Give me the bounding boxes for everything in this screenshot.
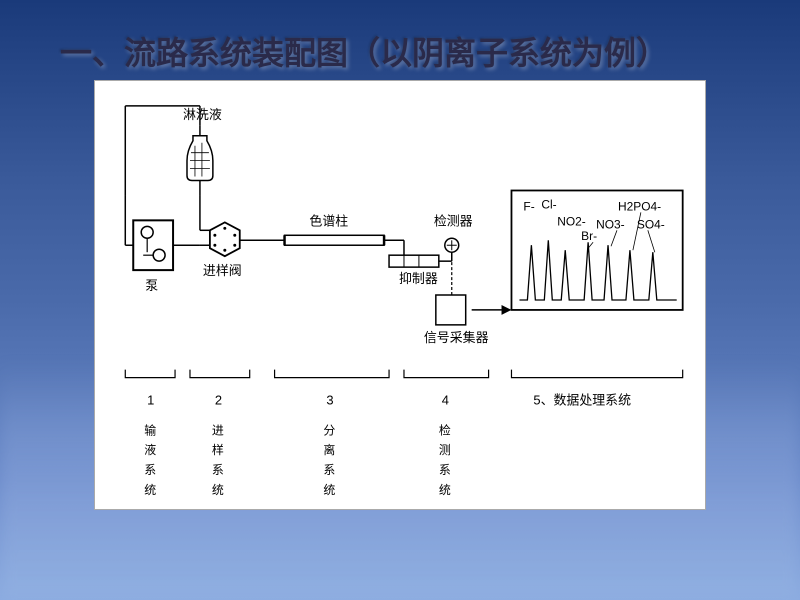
peak-F: F- xyxy=(523,199,534,213)
sec2-num: 2 xyxy=(215,392,222,407)
injector-label: 进样阀 xyxy=(203,263,242,278)
diagram-svg: 淋洗液 泵 进样阀 xyxy=(95,81,705,509)
pump-label: 泵 xyxy=(145,278,158,293)
sec2-l3: 系 xyxy=(212,463,224,477)
sec1-l3: 系 xyxy=(144,463,156,477)
peak-NO2: NO2- xyxy=(557,214,586,228)
column: 色谱柱 xyxy=(285,213,385,245)
signal-box: 信号采集器 xyxy=(424,295,489,345)
signal-label: 信号采集器 xyxy=(424,330,489,345)
suppressor: 抑制器 xyxy=(389,255,439,286)
sec1-l4: 统 xyxy=(144,483,156,497)
detector-label: 检测器 xyxy=(434,213,473,228)
detector: 检测器 xyxy=(434,213,473,261)
peak-NO3: NO3- xyxy=(596,217,625,231)
sec2-l1: 进 xyxy=(212,423,224,437)
peak-Br: Br- xyxy=(581,229,597,243)
sec4-num: 4 xyxy=(442,392,449,407)
eluent-label: 淋洗液 xyxy=(183,107,222,122)
sec2-l2: 样 xyxy=(212,442,224,457)
sec4-l2: 测 xyxy=(439,443,451,457)
peak-H2PO4: H2PO4- xyxy=(618,199,661,213)
injector-valve: 进样阀 xyxy=(200,222,242,278)
section-brackets xyxy=(125,370,682,378)
arrow-to-chrom xyxy=(472,305,512,315)
eluent-bottle: 淋洗液 xyxy=(183,107,222,181)
vertical-labels: 输 液 系 统 进 样 系 统 分 离 系 统 检 测 系 统 xyxy=(144,422,451,497)
chromatogram: F- Cl- NO2- Br- NO3- H2PO4- SO4- xyxy=(511,190,682,309)
sec3-l3: 系 xyxy=(323,463,335,477)
sec5-label: 5、数据处理系统 xyxy=(533,392,631,407)
peak-SO4: SO4- xyxy=(637,217,665,231)
sec4-l1: 检 xyxy=(439,422,451,437)
sec3-num: 3 xyxy=(326,392,333,407)
sec4-l3: 系 xyxy=(439,463,451,477)
sec3-l2: 离 xyxy=(323,442,335,457)
slide-title: 一、流路系统装配图（以阴离子系统为例） xyxy=(60,28,668,74)
sec1-num: 1 xyxy=(147,392,154,407)
sec4-l4: 统 xyxy=(439,483,451,497)
pump: 泵 xyxy=(133,220,173,293)
sec3-l4: 统 xyxy=(323,483,335,497)
sec1-l1: 输 xyxy=(144,422,156,437)
sec2-l4: 统 xyxy=(212,483,224,497)
suppressor-label: 抑制器 xyxy=(399,271,438,286)
flow-diagram: 淋洗液 泵 进样阀 xyxy=(94,80,706,510)
sec3-l1: 分 xyxy=(323,423,335,437)
sec1-l2: 液 xyxy=(144,442,156,457)
peak-Cl: Cl- xyxy=(541,197,556,211)
column-label: 色谱柱 xyxy=(309,213,348,228)
